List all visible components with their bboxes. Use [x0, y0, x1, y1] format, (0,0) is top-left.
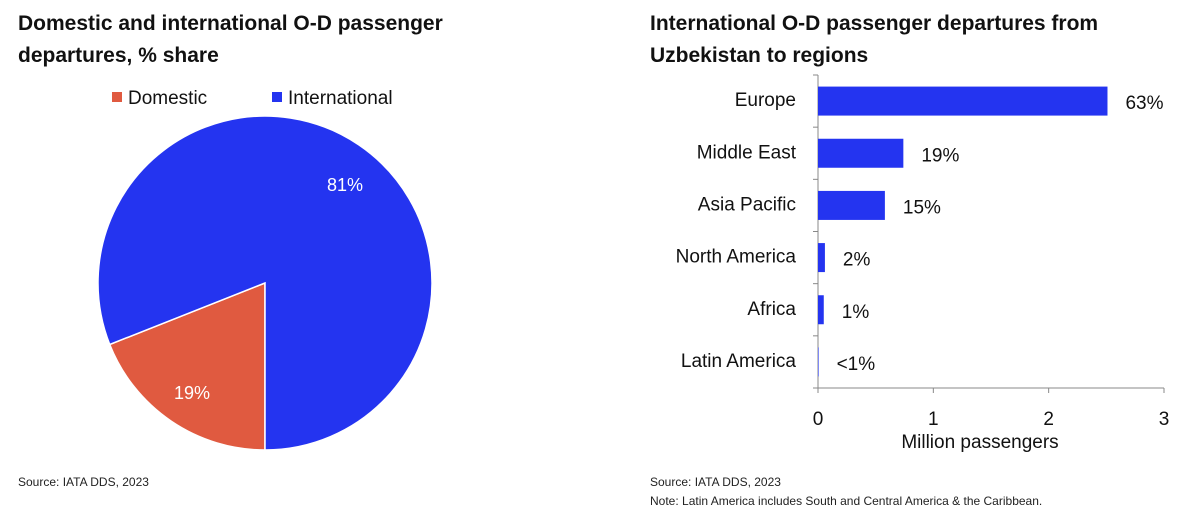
category-label: Middle East [697, 142, 797, 163]
bar-europe [818, 86, 1108, 116]
bar-data-label: 15% [903, 197, 941, 218]
category-label: Africa [747, 299, 796, 320]
legend-label: Domestic [128, 88, 207, 109]
bar-source: Source: IATA DDS, 2023 [650, 475, 781, 489]
x-tick-label: 2 [1043, 409, 1054, 430]
x-tick-label: 0 [813, 409, 824, 430]
legend-swatch-international [272, 92, 282, 102]
pie-data-label: 81% [327, 175, 363, 195]
legend-label: International [288, 88, 393, 109]
category-label: Asia Pacific [698, 194, 796, 215]
pie-chart-title: Domestic and international O-D passenger… [18, 12, 443, 67]
bar-data-label: 1% [842, 302, 870, 323]
category-label: Europe [735, 90, 796, 111]
pie-slice-international [97, 115, 433, 451]
legend-swatch-domestic [112, 92, 122, 102]
pie-source: Source: IATA DDS, 2023 [18, 475, 149, 489]
bar-asia-pacific [818, 190, 885, 220]
category-label: Latin America [681, 351, 797, 372]
bar-africa [818, 295, 824, 325]
x-axis-label: Million passengers [901, 432, 1058, 453]
bar-north-america [818, 243, 825, 273]
bar-note: Note: Latin America includes South and C… [650, 494, 1043, 508]
x-tick-label: 1 [928, 409, 939, 430]
bar-data-label: 63% [1125, 93, 1163, 114]
bar-middle-east [818, 138, 904, 168]
category-label: North America [676, 247, 797, 268]
bar-chart-title: International O-D passenger departures f… [650, 12, 1099, 67]
bar-data-label: <1% [837, 354, 876, 375]
bar-data-label: 19% [921, 145, 959, 166]
pie-data-label: 19% [174, 383, 210, 403]
x-tick-label: 3 [1159, 409, 1170, 430]
pie-slice-domestic [108, 281, 266, 451]
bar-latin-america [818, 347, 819, 377]
bar-data-label: 2% [843, 250, 871, 271]
